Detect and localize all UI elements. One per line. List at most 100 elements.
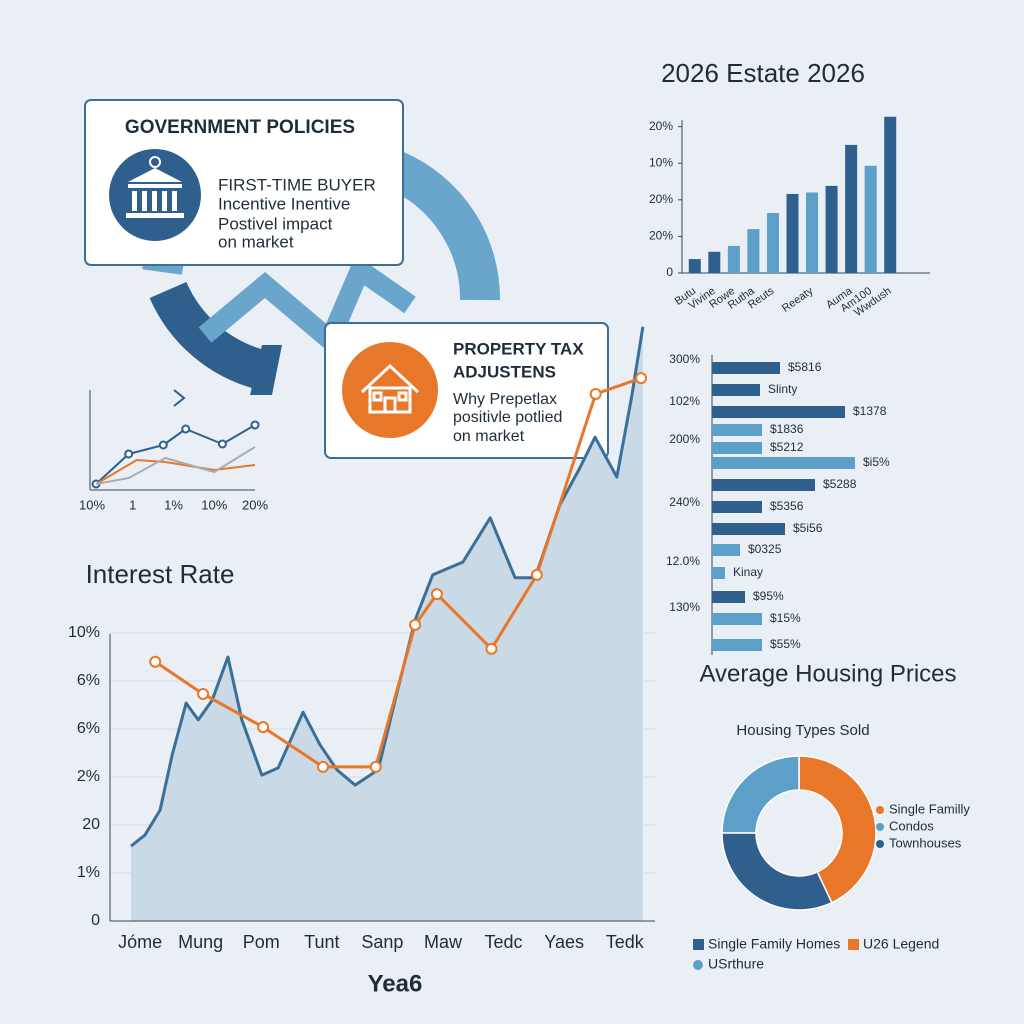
bar	[712, 442, 762, 454]
bar-label: $15%	[770, 611, 801, 625]
bar-label: $55%	[770, 637, 801, 651]
bar	[845, 144, 858, 273]
legend-swatch	[876, 823, 884, 831]
legend-swatch	[876, 840, 884, 848]
callout-line: Why Prepetlax	[453, 391, 557, 408]
legend-swatch	[876, 806, 884, 814]
x-tick-label: Tunt	[304, 932, 339, 952]
marker	[217, 439, 227, 449]
y-tick-label: 20%	[649, 192, 673, 206]
bar	[712, 384, 760, 396]
line	[130, 326, 645, 848]
callout-title: GOVERNMENT POLICIES	[125, 117, 355, 138]
chart-title: 2026 Estate 2026	[661, 58, 865, 88]
bar	[884, 116, 897, 273]
y-tick-label: 10%	[649, 155, 673, 169]
x-tick-label: 10%	[201, 497, 227, 512]
bar	[712, 639, 762, 651]
y-tick-label: 6%	[77, 720, 100, 737]
chart-title: Housing Types Sold	[736, 722, 869, 739]
bar-label: Kinay	[733, 565, 763, 579]
callout-line: ADJUSTENS	[453, 362, 556, 381]
x-tick-label: Pom	[243, 932, 280, 952]
bar	[727, 245, 740, 273]
house-icon	[360, 363, 420, 414]
side-label: 240%	[669, 495, 700, 509]
bar-label: $1836	[770, 422, 804, 436]
marker	[181, 424, 191, 434]
y-tick-label: 10%	[68, 624, 100, 641]
bar	[712, 591, 745, 603]
x-tick-label: Sanp	[361, 932, 403, 952]
marker	[158, 440, 168, 450]
x-tick-label: Yaes	[544, 932, 584, 952]
y-tick-label: 2%	[77, 768, 100, 785]
x-tick-label: 1%	[164, 497, 183, 512]
pie-slice	[798, 755, 877, 904]
bar-label: $5212	[770, 440, 804, 454]
ring-dark	[149, 281, 268, 390]
bar	[864, 165, 877, 273]
bar-label: Slinty	[768, 382, 797, 396]
marker	[430, 588, 443, 601]
y-tick-label: 20%	[649, 229, 673, 243]
legend-label: Townhouses	[889, 835, 962, 850]
y-tick-label: 20%	[649, 119, 673, 133]
bar	[712, 544, 740, 556]
side-label: 200%	[669, 432, 700, 446]
marker	[530, 568, 543, 581]
chevron	[173, 389, 186, 407]
marker	[317, 760, 330, 773]
legend-label: Single Family Homes	[708, 936, 840, 952]
bar-label: $5288	[823, 477, 857, 491]
callout-line: on market	[218, 232, 294, 251]
bar-label: $5816	[788, 360, 822, 374]
y-tick-label: 0	[666, 265, 673, 279]
bar	[712, 424, 762, 436]
y-tick-label: 6%	[77, 672, 100, 689]
area	[131, 326, 643, 921]
marker	[589, 387, 602, 400]
bank-icon	[126, 156, 184, 218]
marker	[124, 449, 134, 459]
callout-line: on market	[453, 428, 525, 445]
marker	[149, 655, 162, 668]
callout-line: positivle potlied	[453, 409, 562, 426]
bar-label: $95%	[753, 589, 784, 603]
bar-label: $0325	[748, 542, 782, 556]
bar-label: $5i56	[793, 521, 823, 535]
x-tick-label: Maw	[424, 932, 463, 952]
legend-label: Condos	[889, 818, 934, 833]
bar	[712, 457, 855, 469]
marker	[369, 760, 382, 773]
y-tick-label: 0	[91, 912, 100, 929]
shard	[250, 345, 282, 395]
side-label: 12.0%	[666, 554, 700, 568]
side-label: 130%	[669, 600, 700, 614]
side-label: 300%	[669, 352, 700, 366]
bar	[712, 362, 780, 374]
line	[95, 459, 256, 485]
x-tick-label: Mung	[178, 932, 223, 952]
ring-right	[386, 151, 501, 301]
bar	[712, 613, 762, 625]
marker	[197, 687, 210, 700]
x-tick-label: Jóme	[118, 932, 162, 952]
bar	[786, 193, 799, 273]
marker	[250, 420, 260, 430]
bar	[712, 406, 845, 418]
bar-label: $5356	[770, 499, 804, 513]
legend-swatch	[693, 960, 703, 970]
bar	[806, 192, 819, 273]
bar	[712, 567, 725, 579]
x-tick-label: 10%	[79, 497, 105, 512]
side-label: 102%	[669, 394, 700, 408]
pie-slice	[721, 832, 833, 911]
marker	[257, 721, 270, 734]
marker	[485, 642, 498, 655]
x-tick-label: Tedc	[485, 932, 523, 952]
bar	[688, 259, 701, 273]
line	[95, 424, 256, 485]
line	[95, 446, 256, 485]
